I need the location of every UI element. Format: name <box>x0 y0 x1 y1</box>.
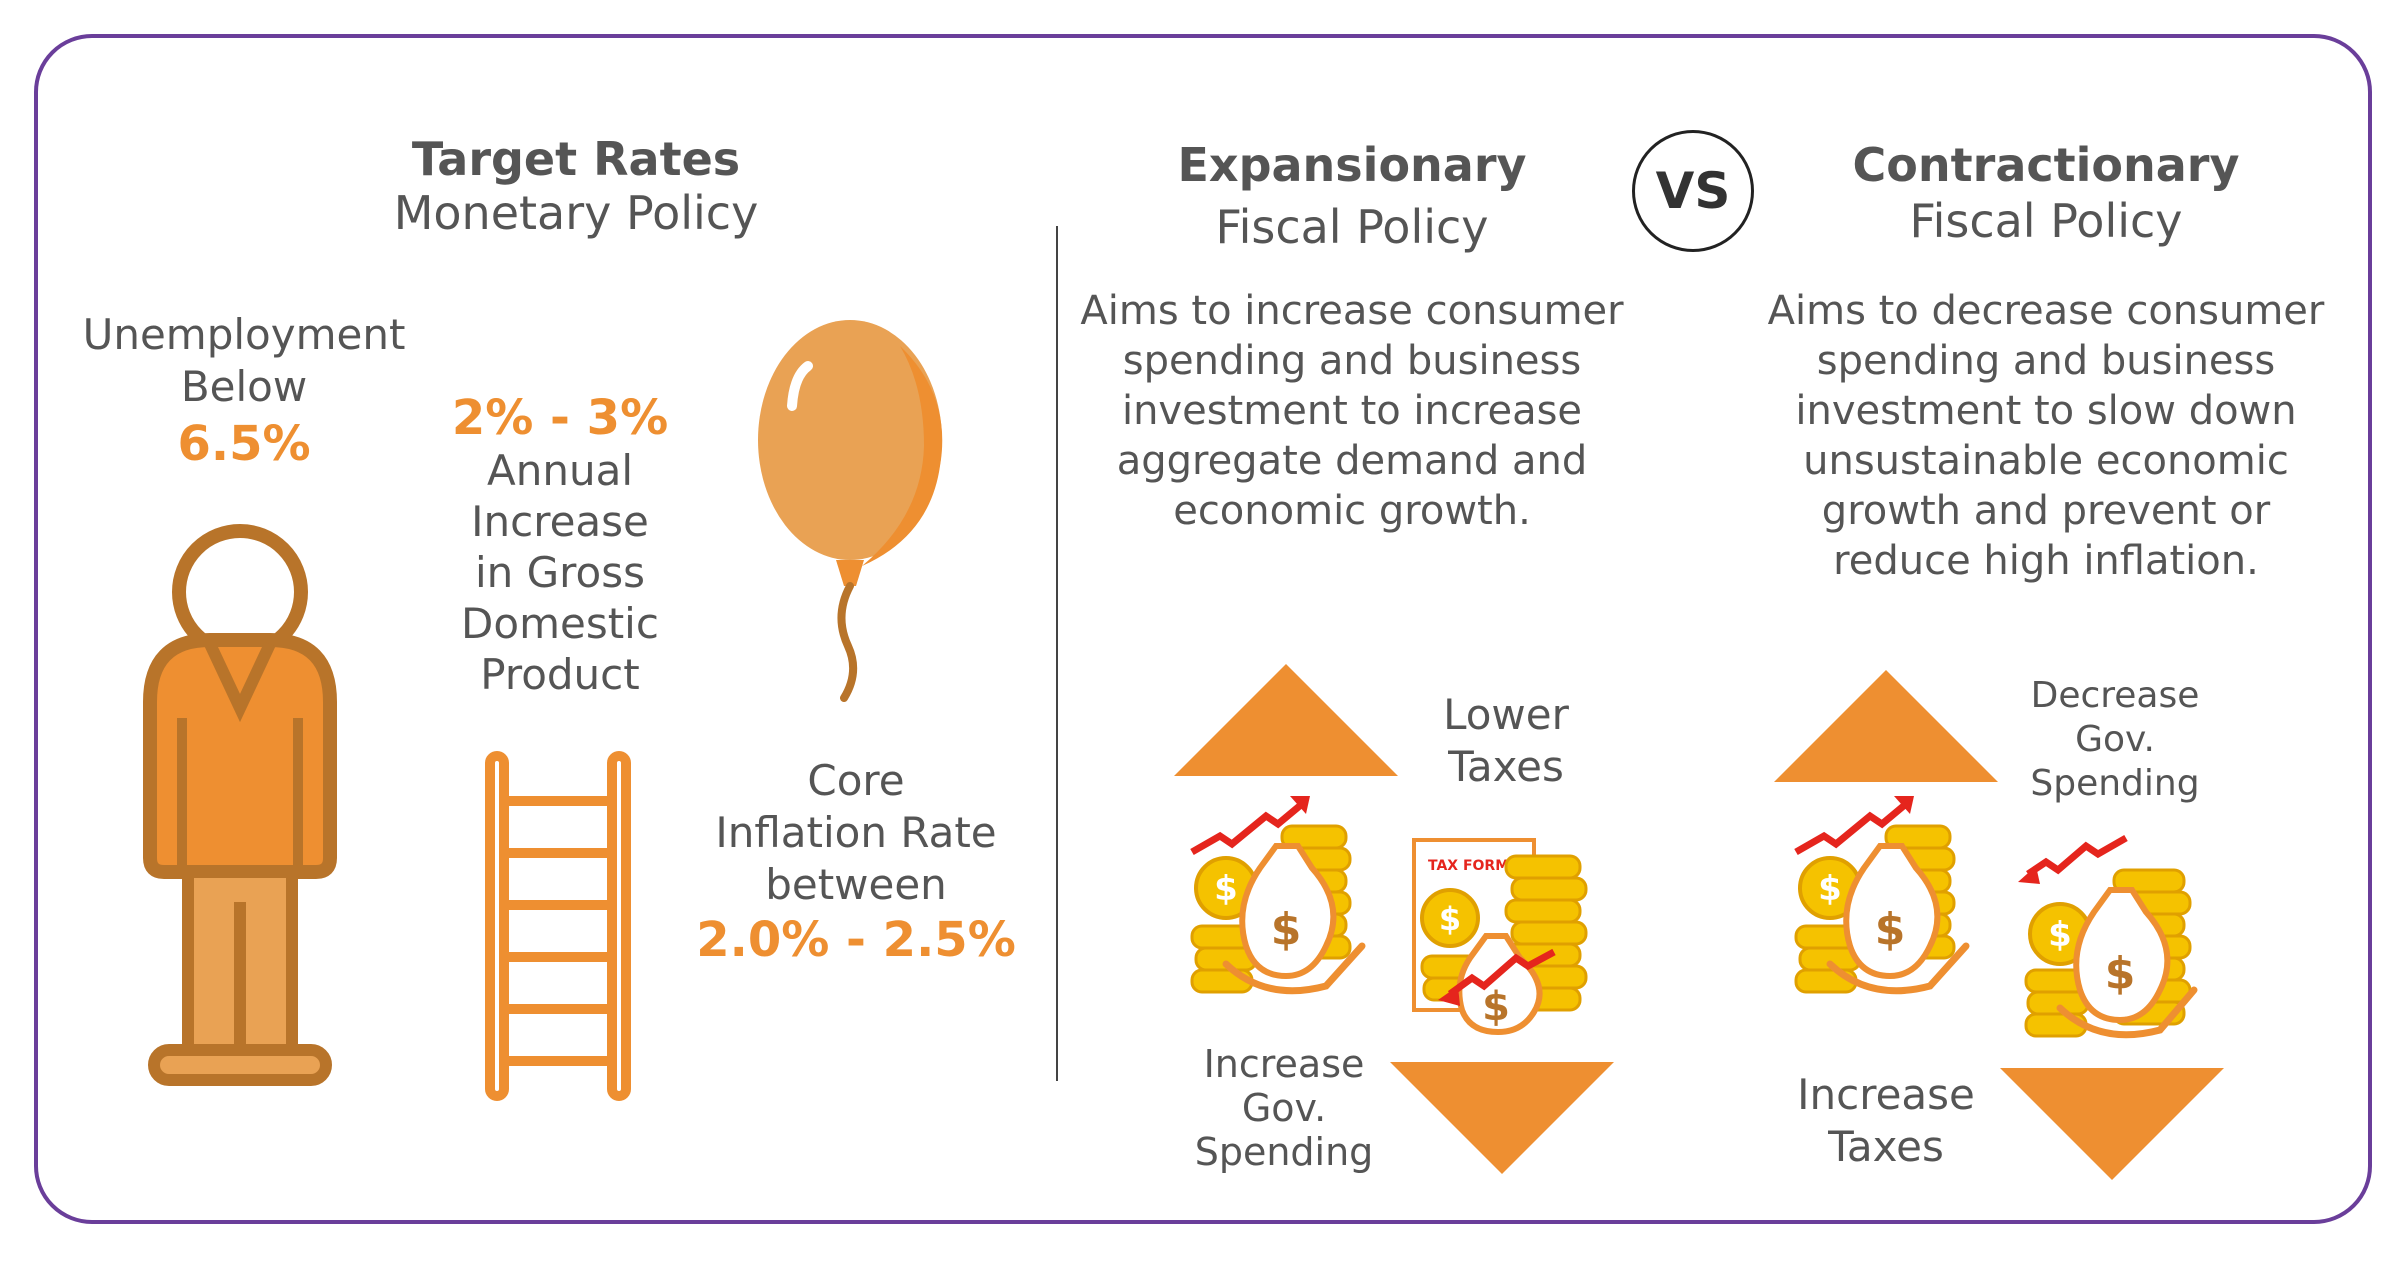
contractionary-up-label-line-1: Decrease <box>2030 675 2200 716</box>
contractionary-up-label-line-2: Gov. <box>2075 719 2155 760</box>
coin-stack-icon: $ $ <box>2018 834 2198 1039</box>
contractionary-desc-line-2: spending and business <box>1816 338 2276 384</box>
expansionary-up-label-line-2: Taxes <box>1448 742 1564 791</box>
monetary-title: Target Rates <box>411 132 741 186</box>
contractionary-desc-line-1: Aims to decrease consumer <box>1767 288 2325 334</box>
tax-form-label: TAX FORM <box>1428 858 1509 874</box>
balloon-icon <box>758 320 943 702</box>
unemployment-label-line2: Below <box>180 362 308 411</box>
gdp-value: 2% - 3% <box>451 390 669 446</box>
unemployment-value: 6.5% <box>177 416 311 472</box>
gdp-line-2: Increase <box>471 497 649 546</box>
contractionary-title: Contractionary <box>1852 138 2240 192</box>
expansionary-desc-line-5: economic growth. <box>1173 488 1531 534</box>
inflation-line-1: Core <box>807 756 905 805</box>
gdp-line-4: Domestic <box>461 599 659 648</box>
contractionary-desc-line-6: reduce high inflation. <box>1833 538 2259 584</box>
expansionary-down-label-line-2: Gov. <box>1241 1086 1327 1130</box>
expansionary-down-label-line-1: Increase <box>1203 1042 1365 1086</box>
svg-text:$: $ <box>1818 869 1842 909</box>
vs-badge: VS <box>1632 130 1754 252</box>
contractionary-subtitle: Fiscal Policy <box>1909 194 2183 248</box>
gdp-line-5: Product <box>480 650 640 699</box>
contractionary-down-label-line-2: Taxes <box>1828 1122 1944 1171</box>
money-bag-icon: $ $ <box>1190 796 1366 995</box>
inflation-line-3: between <box>765 860 947 909</box>
contractionary-desc-line-4: unsustainable economic <box>1803 438 2289 484</box>
up-arrow-icon <box>1774 670 1998 782</box>
expansionary-desc-line-3: investment to increase <box>1121 388 1583 434</box>
money-bag-icon: $ $ <box>1794 796 1970 995</box>
down-arrow-icon <box>1390 1062 1614 1174</box>
svg-text:$: $ <box>2105 948 2136 999</box>
gdp-line-3: in Gross <box>475 548 645 597</box>
expansionary-desc-line-2: spending and business <box>1122 338 1582 384</box>
expansionary-down-label-line-3: Spending <box>1194 1130 1374 1174</box>
svg-text:$: $ <box>1271 904 1302 955</box>
contractionary-up-label-line-3: Spending <box>2030 763 2200 804</box>
expansionary-desc-line-4: aggregate demand and <box>1116 438 1588 484</box>
inflation-value: 2.0% - 2.5% <box>696 912 1016 968</box>
person-icon <box>143 524 337 1086</box>
inflation-line-2: Inflation Rate <box>715 808 997 857</box>
infographic-frame <box>34 34 2372 1224</box>
svg-text:$: $ <box>1439 900 1461 938</box>
tax-form-icon: TAX FORM $ $ <box>1412 838 1588 1036</box>
contractionary-desc-line-5: growth and prevent or <box>1821 488 2271 534</box>
contractionary-desc-line-3: investment to slow down <box>1795 388 2297 434</box>
svg-text:$: $ <box>1482 984 1510 1030</box>
down-arrow-icon <box>2000 1068 2224 1180</box>
expansionary-title: Expansionary <box>1177 138 1527 192</box>
section-divider <box>1056 226 1058 1081</box>
contractionary-down-label-line-1: Increase <box>1797 1070 1975 1119</box>
ladder-icon <box>485 751 631 1101</box>
up-arrow-icon <box>1174 664 1398 776</box>
svg-text:$: $ <box>1875 904 1906 955</box>
unemployment-label-line1: Unemployment <box>82 310 406 359</box>
expansionary-up-label-line-1: Lower <box>1443 690 1569 739</box>
svg-text:$: $ <box>1214 869 1238 909</box>
svg-text:$: $ <box>2048 915 2072 955</box>
expansionary-desc-line-1: Aims to increase consumer <box>1080 288 1624 334</box>
expansionary-subtitle: Fiscal Policy <box>1215 200 1489 254</box>
gdp-line-1: Annual <box>487 446 633 495</box>
monetary-subtitle: Monetary Policy <box>393 186 759 240</box>
